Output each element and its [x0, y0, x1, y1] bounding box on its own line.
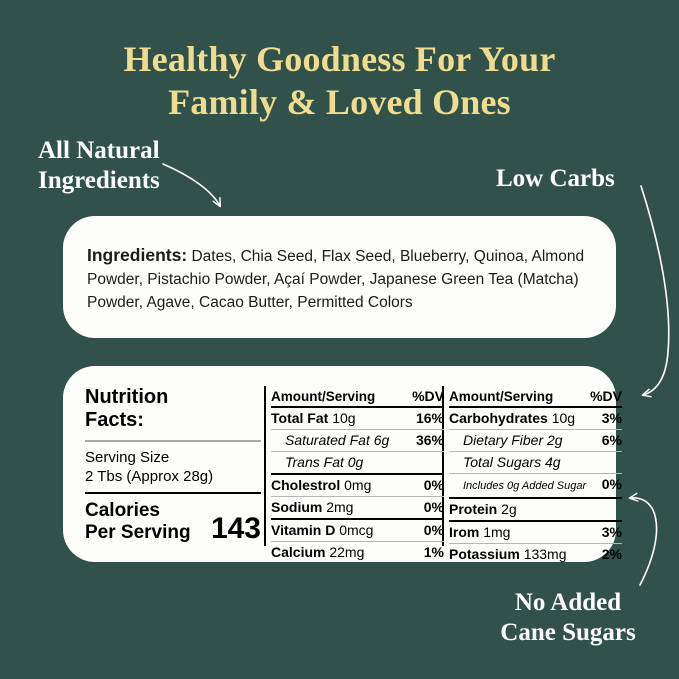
nutrient-name-total-sugars: Total Sugars 4g [463, 454, 561, 470]
ingredients-card: Ingredients: Dates, Chia Seed, Flax Seed… [63, 216, 616, 338]
nutrient-dv-added-sugar: 0% [601, 476, 622, 492]
nutrient-name-carbohydrates: Carbohydrates 10g [449, 410, 576, 426]
nutrition-facts-title: Nutrition Facts: [85, 386, 261, 438]
calories-label: Calories Per Serving [85, 500, 191, 544]
header-amount-serving-left: Amount/Serving [271, 389, 376, 404]
nutrient-name-iron: Irom 1mg [449, 524, 511, 540]
header-amount-serving-right: Amount/Serving [449, 389, 554, 404]
header-dv-left: %DV [412, 388, 444, 404]
nutrient-row-carbohydrates: Carbohydrates 10g 3% [449, 408, 622, 430]
nutrient-row-vitamin-d: Vitamin D 0mcg 0% [271, 520, 444, 542]
nutrient-name-vitamin-d: Vitamin D 0mcg [271, 522, 374, 538]
callout-all-natural-ingredients: All Natural Ingredients [38, 136, 160, 196]
callout-natural-line1: All Natural [38, 137, 160, 164]
calories-value: 143 [210, 512, 261, 545]
nutrient-name-dietary-fiber: Dietary Fiber 2g [463, 432, 563, 448]
nutrient-dv-sodium: 0% [423, 499, 444, 515]
callout-nosugar-line2: Cane Sugars [500, 619, 636, 646]
ingredients-text: Ingredients: Dates, Chia Seed, Flax Seed… [87, 244, 596, 314]
connector-no-added-sugars [628, 492, 658, 586]
nutrient-dv-dietary-fiber: 6% [601, 432, 622, 448]
nutrient-dv-cholestrol: 0% [423, 477, 444, 493]
nutrient-row-iron: Irom 1mg 3% [449, 522, 622, 544]
nutrition-facts-card: Nutrition Facts: Serving Size 2 Tbs (App… [63, 366, 622, 563]
nutrient-row-cholestrol: Cholestrol 0mg 0% [271, 475, 444, 497]
ingredients-label: Ingredients: [87, 245, 188, 265]
nutrient-row-calcium: Calcium 22mg 1% [271, 542, 444, 563]
column-separator-1 [264, 386, 266, 546]
callout-low-carbs: Low Carbs [496, 165, 615, 192]
header-dv-right: %DV [590, 388, 622, 404]
divider-under-title [85, 440, 261, 442]
nutrient-name-cholestrol: Cholestrol 0mg [271, 477, 372, 493]
connector-low-carbs [640, 185, 670, 398]
serving-size-block: Serving Size 2 Tbs (Approx 28g) [85, 448, 261, 486]
ingredients-list: Dates, Chia Seed, Flax Seed, Blueberry, … [87, 248, 585, 311]
callout-no-added-cane-sugars: No Added Cane Sugars [488, 588, 648, 648]
nutrition-title-line1: Nutrition [85, 386, 169, 408]
nutrient-column-header-left: Amount/Serving %DV [271, 386, 444, 408]
page-title-line2: Family & Loved Ones [168, 82, 511, 122]
calories-row: Calories Per Serving 143 [85, 500, 261, 544]
nutrient-row-potassium: Potassium 133mg 2% [449, 544, 622, 565]
nutrient-column-left: Amount/Serving %DV Total Fat 10g 16% Sat… [271, 386, 444, 563]
nutrient-column-right: Amount/Serving %DV Carbohydrates 10g 3% … [449, 386, 622, 565]
nutrient-dv-vitamin-d: 0% [423, 522, 444, 538]
nutrient-dv-calcium: 1% [423, 544, 444, 560]
divider-under-serving-size [85, 492, 261, 494]
calories-label-line1: Calories [85, 500, 160, 521]
serving-size-value: 2 Tbs (Approx 28g) [85, 468, 214, 485]
callout-natural-line2: Ingredients [38, 167, 160, 194]
page-title-line1: Healthy Goodness For Your [123, 39, 556, 79]
nutrient-name-protein: Protein 2g [449, 501, 517, 517]
column-separator-2 [442, 386, 444, 546]
nutrient-dv-saturated-fat: 36% [415, 432, 444, 448]
nutrient-name-sodium: Sodium 2mg [271, 499, 354, 515]
nutrient-name-total-fat: Total Fat 10g [271, 410, 356, 426]
nutrient-dv-carbohydrates: 3% [601, 410, 622, 426]
nutrient-row-added-sugar: Includes 0g Added Sugar 0% [449, 474, 622, 499]
nutrient-name-calcium: Calcium 22mg [271, 544, 365, 560]
nutrient-row-saturated-fat: Saturated Fat 6g 36% [271, 430, 444, 452]
nutrient-row-trans-fat: Trans Fat 0g [271, 452, 444, 475]
page-title: Healthy Goodness For Your Family & Loved… [0, 38, 679, 124]
nutrient-row-dietary-fiber: Dietary Fiber 2g 6% [449, 430, 622, 452]
nutrient-row-protein: Protein 2g [449, 499, 622, 522]
nutrition-title-line2: Facts: [85, 409, 144, 431]
nutrient-row-sodium: Sodium 2mg 0% [271, 497, 444, 520]
nutrient-dv-total-fat: 16% [415, 410, 444, 426]
nutrient-row-total-fat: Total Fat 10g 16% [271, 408, 444, 430]
connector-natural-ingredients [162, 163, 222, 208]
nutrient-dv-potassium: 2% [601, 546, 622, 562]
nutrient-name-added-sugar: Includes 0g Added Sugar [463, 480, 587, 492]
nutrient-dv-iron: 3% [601, 524, 622, 540]
calories-label-line2: Per Serving [85, 522, 191, 543]
nutrition-summary-column: Nutrition Facts: Serving Size 2 Tbs (App… [85, 386, 261, 544]
nutrient-name-potassium: Potassium 133mg [449, 546, 567, 562]
nutrient-column-header-right: Amount/Serving %DV [449, 386, 622, 408]
nutrient-row-total-sugars: Total Sugars 4g [449, 452, 622, 474]
callout-nosugar-line1: No Added [514, 589, 622, 616]
serving-size-label: Serving Size [85, 449, 170, 466]
nutrient-name-trans-fat: Trans Fat 0g [285, 454, 364, 470]
nutrient-name-saturated-fat: Saturated Fat 6g [285, 432, 390, 448]
